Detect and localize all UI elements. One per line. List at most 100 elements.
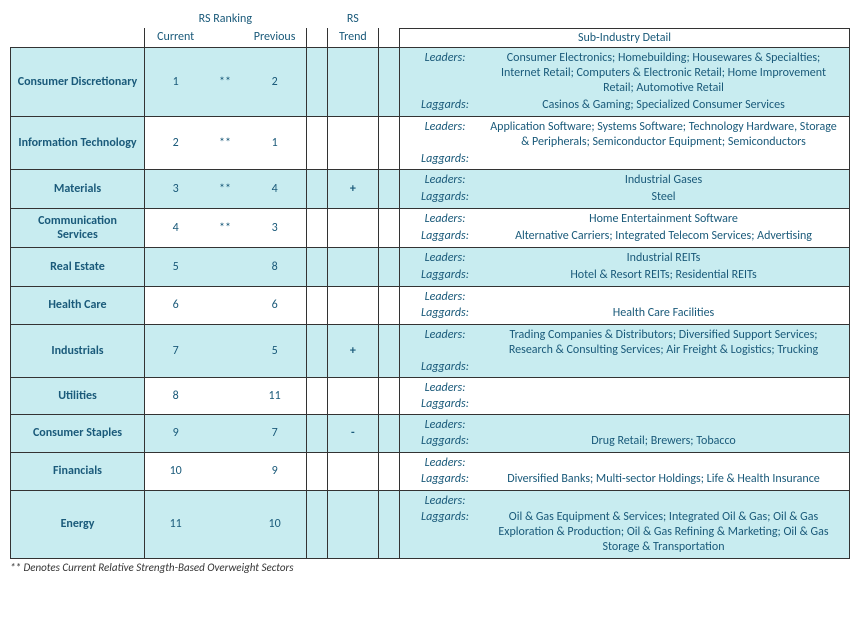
previous-rank: 6 (244, 286, 307, 324)
overweight-mark (206, 452, 243, 490)
leaders-text (484, 417, 843, 433)
current-rank: 1 (144, 47, 206, 116)
overweight-mark: ** (206, 169, 243, 208)
laggards-text: Health Care Facilities (484, 305, 843, 322)
previous-rank: 3 (244, 208, 307, 247)
trend (327, 490, 378, 558)
current-rank: 11 (144, 490, 206, 558)
trend: + (327, 324, 378, 377)
sub-industry-detail: Leaders:Laggards: (400, 377, 850, 414)
leaders-label: Leaders: (406, 211, 484, 228)
leaders-text (484, 455, 843, 471)
table-row: Energy1110Leaders:Laggards:Oil & Gas Equ… (11, 490, 850, 558)
leaders-text: Industrial REITs (484, 250, 843, 267)
leaders-text (484, 493, 843, 509)
laggards-label: Laggards: (406, 97, 484, 114)
laggards-text: Oil & Gas Equipment & Services; Integrat… (484, 509, 843, 556)
sector-name: Information Technology (11, 116, 145, 169)
overweight-mark (206, 490, 243, 558)
laggards-label: Laggards: (406, 228, 484, 245)
sector-name: Consumer Staples (11, 414, 145, 452)
laggards-label: Laggards: (406, 396, 484, 412)
laggards-label: Laggards: (406, 189, 484, 206)
current-rank: 10 (144, 452, 206, 490)
previous-rank: 1 (244, 116, 307, 169)
sub-industry-detail: Leaders:Industrial REITsLaggards:Hotel &… (400, 247, 850, 286)
header-current: Current (144, 28, 206, 47)
table-row: Materials3**4+Leaders:Industrial GasesLa… (11, 169, 850, 208)
sector-name: Consumer Discretionary (11, 47, 145, 116)
trend (327, 452, 378, 490)
laggards-text: Hotel & Resort REITs; Residential REITs (484, 267, 843, 284)
leaders-text (484, 380, 843, 396)
sub-industry-detail: Leaders:Laggards:Oil & Gas Equipment & S… (400, 490, 850, 558)
overweight-mark: ** (206, 208, 243, 247)
leaders-label: Leaders: (406, 455, 484, 471)
previous-rank: 8 (244, 247, 307, 286)
sector-name: Financials (11, 452, 145, 490)
current-rank: 6 (144, 286, 206, 324)
trend (327, 247, 378, 286)
sector-name: Industrials (11, 324, 145, 377)
laggards-label: Laggards: (406, 433, 484, 450)
laggards-text: Drug Retail; Brewers; Tobacco (484, 433, 843, 450)
leaders-label: Leaders: (406, 250, 484, 267)
sub-industry-detail: Leaders:Application Software; Systems So… (400, 116, 850, 169)
table-row: Communication Services4**3Leaders:Home E… (11, 208, 850, 247)
leaders-text: Consumer Electronics; Homebuilding; Hous… (484, 50, 843, 97)
header-rs: RS (327, 10, 378, 28)
previous-rank: 9 (244, 452, 307, 490)
leaders-label: Leaders: (406, 50, 484, 97)
overweight-mark (206, 324, 243, 377)
header-trend: Trend (327, 28, 378, 47)
previous-rank: 7 (244, 414, 307, 452)
header-rs-ranking: RS Ranking (144, 10, 306, 28)
laggards-text (484, 151, 843, 167)
sector-name: Health Care (11, 286, 145, 324)
current-rank: 7 (144, 324, 206, 377)
header-detail: Sub-Industry Detail (400, 28, 850, 47)
table-row: Financials109Leaders:Laggards:Diversifie… (11, 452, 850, 490)
sub-industry-detail: Leaders:Home Entertainment SoftwareLagga… (400, 208, 850, 247)
leaders-label: Leaders: (406, 417, 484, 433)
laggards-label: Laggards: (406, 151, 484, 167)
laggards-text: Steel (484, 189, 843, 206)
laggards-label: Laggards: (406, 509, 484, 556)
rs-ranking-table: RS Ranking RS Current Previous Trend Sub… (10, 10, 850, 559)
leaders-text: Home Entertainment Software (484, 211, 843, 228)
previous-rank: 11 (244, 377, 307, 414)
trend (327, 208, 378, 247)
current-rank: 3 (144, 169, 206, 208)
leaders-label: Leaders: (406, 380, 484, 396)
overweight-mark: ** (206, 116, 243, 169)
leaders-label: Leaders: (406, 172, 484, 189)
table-row: Real Estate58 Leaders:Industrial REITsLag… (11, 247, 850, 286)
previous-rank: 10 (244, 490, 307, 558)
leaders-label: Leaders: (406, 327, 484, 359)
overweight-mark: ** (206, 47, 243, 116)
table-row: Consumer Discretionary1**2Leaders:Consum… (11, 47, 850, 116)
sub-industry-detail: Leaders:Laggards:Health Care Facilities (400, 286, 850, 324)
leaders-text: Trading Companies & Distributors; Divers… (484, 327, 843, 359)
sub-industry-detail: Leaders:Consumer Electronics; Homebuildi… (400, 47, 850, 116)
laggards-label: Laggards: (406, 359, 484, 375)
sector-name: Communication Services (11, 208, 145, 247)
overweight-mark (206, 286, 243, 324)
laggards-label: Laggards: (406, 471, 484, 488)
current-rank: 9 (144, 414, 206, 452)
sub-industry-detail: Leaders:Laggards:Drug Retail; Brewers; T… (400, 414, 850, 452)
table-row: Industrials75+Leaders:Trading Companies … (11, 324, 850, 377)
trend: - (327, 414, 378, 452)
laggards-label: Laggards: (406, 267, 484, 284)
table-row: Utilities811Leaders:Laggards: (11, 377, 850, 414)
table-row: Information Technology2**1Leaders:Applic… (11, 116, 850, 169)
footnote: ** Denotes Current Relative Strength-Bas… (10, 561, 854, 574)
table-row: Consumer Staples97-Leaders:Laggards:Drug… (11, 414, 850, 452)
overweight-mark (206, 377, 243, 414)
trend (327, 286, 378, 324)
sector-name: Real Estate (11, 247, 145, 286)
header-previous: Previous (244, 28, 307, 47)
laggards-text (484, 396, 843, 412)
current-rank: 5 (144, 247, 206, 286)
trend: + (327, 169, 378, 208)
